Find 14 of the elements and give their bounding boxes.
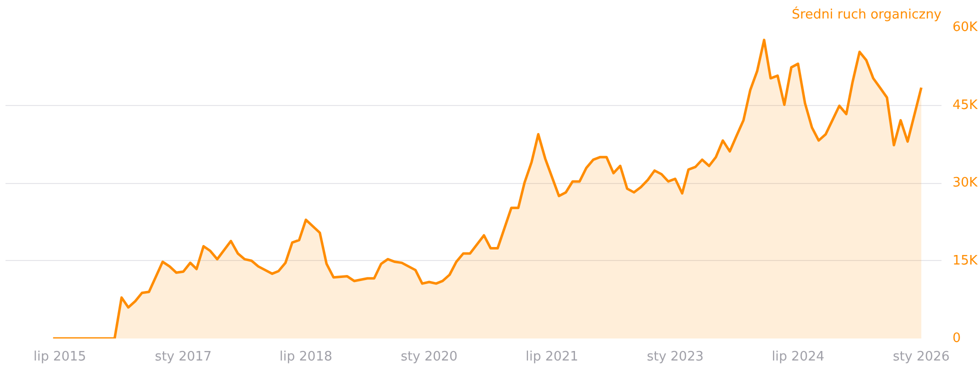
- y-tick-label: 0: [952, 331, 961, 346]
- x-tick-label: sty 2017: [154, 350, 212, 364]
- x-tick-label: lip 2015: [33, 350, 86, 364]
- x-tick-label: sty 2026: [892, 350, 950, 364]
- x-tick-label: lip 2018: [280, 350, 332, 364]
- y-tick-label: 30K: [952, 176, 978, 190]
- y-tick-label: 60K: [952, 20, 978, 35]
- x-tick-label: sty 2020: [400, 350, 458, 364]
- x-tick-label: sty 2023: [646, 350, 704, 364]
- chart-title: Średni ruch organiczny: [792, 6, 942, 22]
- x-tick-label: lip 2021: [526, 350, 578, 364]
- x-tick-label: lip 2024: [772, 350, 824, 364]
- y-tick-label: 15K: [952, 253, 978, 268]
- y-tick-label: 45K: [952, 98, 978, 113]
